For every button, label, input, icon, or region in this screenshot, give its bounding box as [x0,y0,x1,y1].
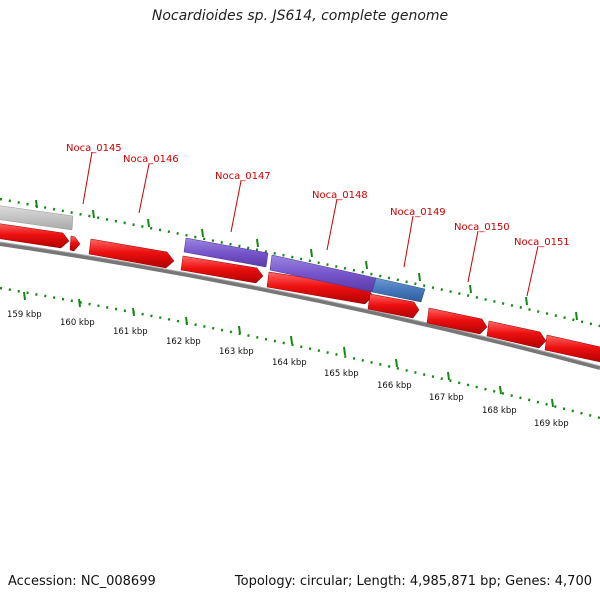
gene-label: Noca_0149 [390,207,446,218]
gene-label: Noca_0151 [514,237,570,248]
gene-arrow [180,255,264,284]
kbp-label: 166 kbp [377,381,412,391]
gene-leader-lines [82,151,539,297]
gene-arrow [426,307,488,335]
kbp-label: 163 kbp [219,347,254,357]
lower-tick-track [0,286,600,420]
gene-arrow [544,334,600,363]
kbp-label: 162 kbp [166,337,201,347]
gene-label: Noca_0147 [215,171,271,182]
kbp-label: 160 kbp [60,318,95,328]
kbp-label: 169 kbp [534,419,569,429]
gene-arrow [0,223,70,249]
genome-summary-text: Topology: circular; Length: 4,985,871 bp… [234,574,592,589]
gene-label: Noca_0150 [454,222,510,233]
map-title: Nocardioides sp. JS614, complete genome [151,8,449,24]
gene-arrow [69,235,81,252]
forward-genes [0,223,600,363]
grey-feature [0,205,74,231]
kbp-label: 165 kbp [324,369,359,379]
kbp-label: 168 kbp [482,406,517,416]
kbp-scale-labels: 159 kbp 160 kbp 161 kbp 162 kbp 163 kbp … [7,310,569,429]
accession-text: Accession: NC_008699 [8,574,156,589]
kbp-label: 159 kbp [7,310,42,320]
gene-arrow [367,293,420,319]
upper-major-ticks [35,199,578,321]
gene-label: Noca_0148 [312,190,368,201]
lower-major-ticks [23,291,554,408]
gene-arrow [88,238,175,269]
gene-arrow [486,320,547,349]
genome-backbone [0,242,600,370]
kbp-label: 164 kbp [272,358,307,368]
gene-label: Noca_0146 [123,154,179,165]
kbp-label: 167 kbp [429,393,464,403]
gene-labels: Noca_0145 Noca_0146 Noca_0147 Noca_0148 … [66,143,570,248]
gene-label: Noca_0145 [66,143,122,154]
kbp-label: 161 kbp [113,327,148,337]
purple-feature [183,237,269,268]
blue-feature [371,277,426,303]
